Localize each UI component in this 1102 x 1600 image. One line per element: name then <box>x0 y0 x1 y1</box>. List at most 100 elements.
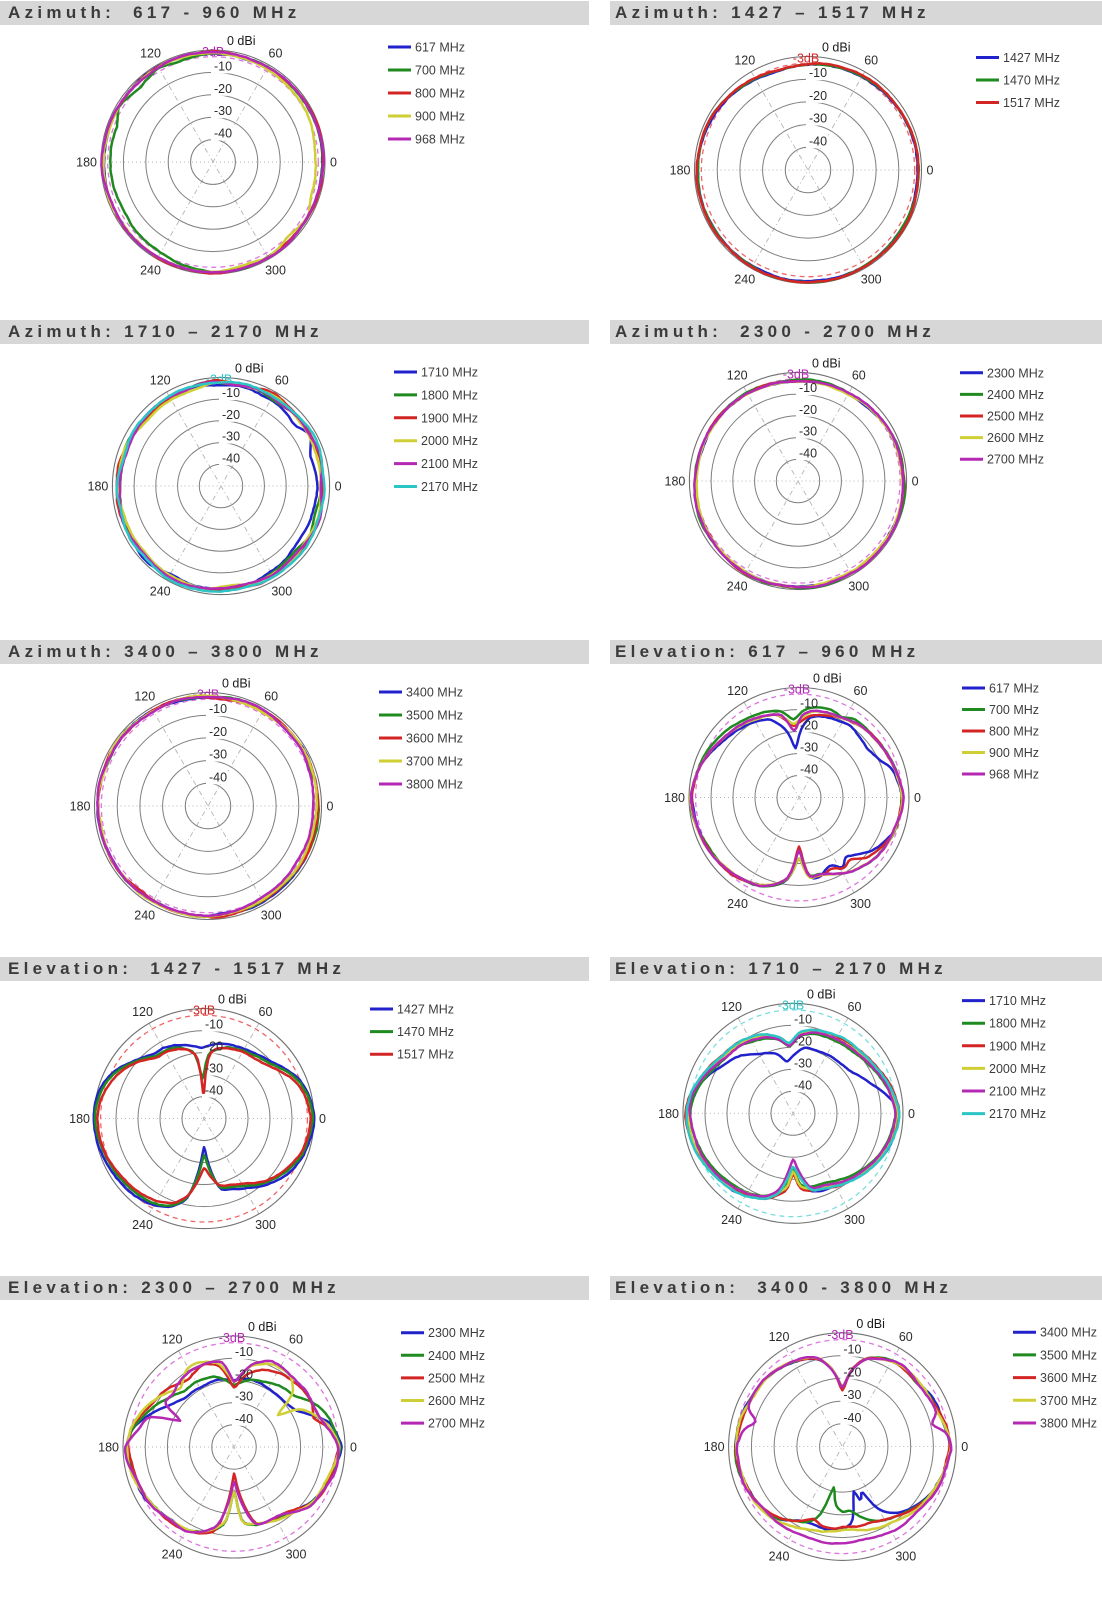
svg-text:-40: -40 <box>214 127 232 141</box>
svg-text:-40: -40 <box>222 451 240 465</box>
svg-text:-10: -10 <box>794 1012 812 1026</box>
svg-text:0: 0 <box>330 156 337 170</box>
svg-text:-3dB: -3dB <box>189 1004 215 1018</box>
svg-text:-30: -30 <box>799 425 817 439</box>
svg-text:180: 180 <box>658 1107 679 1121</box>
svg-text:-3dB: -3dB <box>793 52 819 66</box>
svg-text:0: 0 <box>961 1440 968 1454</box>
svg-text:1710 MHz: 1710 MHz <box>989 994 1046 1008</box>
svg-text:300: 300 <box>265 263 286 277</box>
svg-text:2400 MHz: 2400 MHz <box>987 388 1044 402</box>
svg-text:0 dBi: 0 dBi <box>248 1320 277 1334</box>
svg-text:120: 120 <box>140 47 161 61</box>
svg-text:-40: -40 <box>809 134 827 148</box>
svg-text:0 dBi: 0 dBi <box>856 1317 885 1331</box>
svg-text:300: 300 <box>861 273 882 287</box>
svg-text:-30: -30 <box>800 741 818 755</box>
svg-text:60: 60 <box>289 1333 303 1347</box>
svg-text:1427 MHz: 1427 MHz <box>397 1003 454 1017</box>
svg-text:180: 180 <box>704 1440 725 1454</box>
svg-text:-20: -20 <box>843 1365 861 1379</box>
svg-text:240: 240 <box>721 1213 742 1227</box>
svg-text:1427 MHz: 1427 MHz <box>1003 51 1060 65</box>
svg-text:60: 60 <box>264 689 278 703</box>
svg-text:0: 0 <box>914 791 921 805</box>
svg-text:-30: -30 <box>222 430 240 444</box>
svg-text:-3dB: -3dB <box>219 1331 245 1345</box>
svg-text:-10: -10 <box>799 381 817 395</box>
svg-text:0 dBi: 0 dBi <box>812 356 841 370</box>
svg-text:-10: -10 <box>843 1343 861 1357</box>
svg-text:120: 120 <box>134 689 155 703</box>
svg-text:180: 180 <box>70 800 91 814</box>
svg-text:2170 MHz: 2170 MHz <box>989 1107 1046 1121</box>
svg-text:-30: -30 <box>843 1388 861 1402</box>
svg-text:-10: -10 <box>800 697 818 711</box>
svg-text:3600 MHz: 3600 MHz <box>406 732 463 746</box>
svg-text:2000 MHz: 2000 MHz <box>989 1062 1046 1076</box>
svg-text:-20: -20 <box>799 403 817 417</box>
svg-text:700 MHz: 700 MHz <box>989 703 1039 717</box>
svg-text:180: 180 <box>76 156 97 170</box>
svg-text:700 MHz: 700 MHz <box>415 64 465 78</box>
svg-text:-3dB: -3dB <box>827 1328 853 1342</box>
svg-text:3600 MHz: 3600 MHz <box>1040 1371 1097 1385</box>
svg-text:-10: -10 <box>222 386 240 400</box>
svg-text:240: 240 <box>734 273 755 287</box>
svg-text:-30: -30 <box>214 104 232 118</box>
svg-text:617 MHz: 617 MHz <box>989 682 1039 696</box>
svg-text:300: 300 <box>848 579 869 593</box>
svg-text:2100 MHz: 2100 MHz <box>989 1085 1046 1099</box>
svg-text:0: 0 <box>912 475 919 489</box>
svg-text:1517 MHz: 1517 MHz <box>1003 96 1060 110</box>
svg-text:60: 60 <box>848 1000 862 1014</box>
svg-text:800 MHz: 800 MHz <box>989 725 1039 739</box>
svg-text:180: 180 <box>664 791 685 805</box>
svg-text:60: 60 <box>899 1330 913 1344</box>
svg-text:900 MHz: 900 MHz <box>415 110 465 124</box>
svg-text:-40: -40 <box>794 1078 812 1092</box>
svg-text:2600 MHz: 2600 MHz <box>428 1394 485 1408</box>
svg-text:0: 0 <box>327 800 334 814</box>
svg-text:2170 MHz: 2170 MHz <box>421 480 478 494</box>
svg-text:120: 120 <box>721 1000 742 1014</box>
svg-text:3400 MHz: 3400 MHz <box>1040 1326 1097 1340</box>
svg-text:300: 300 <box>261 909 282 923</box>
svg-text:180: 180 <box>670 164 691 178</box>
svg-text:240: 240 <box>132 1218 153 1232</box>
svg-text:180: 180 <box>69 1112 90 1126</box>
svg-text:3500 MHz: 3500 MHz <box>1040 1348 1097 1362</box>
svg-text:0: 0 <box>350 1441 357 1455</box>
svg-text:0 dBi: 0 dBi <box>227 34 256 48</box>
svg-text:3800 MHz: 3800 MHz <box>406 778 463 792</box>
svg-text:-30: -30 <box>205 1062 223 1076</box>
svg-text:3400 MHz: 3400 MHz <box>406 686 463 700</box>
svg-text:-20: -20 <box>809 89 827 103</box>
svg-text:2700 MHz: 2700 MHz <box>428 1417 485 1431</box>
svg-text:180: 180 <box>98 1441 119 1455</box>
svg-text:1900 MHz: 1900 MHz <box>421 411 478 425</box>
svg-text:1800 MHz: 1800 MHz <box>421 388 478 402</box>
svg-text:-30: -30 <box>794 1056 812 1070</box>
svg-text:-30: -30 <box>209 748 227 762</box>
svg-text:300: 300 <box>286 1547 307 1561</box>
svg-text:60: 60 <box>852 369 866 383</box>
svg-text:-30: -30 <box>235 1390 253 1404</box>
svg-text:60: 60 <box>275 374 289 388</box>
svg-text:60: 60 <box>259 1005 273 1019</box>
svg-text:2300 MHz: 2300 MHz <box>987 366 1044 380</box>
svg-text:0 dBi: 0 dBi <box>822 41 851 55</box>
svg-text:-20: -20 <box>800 719 818 733</box>
svg-text:2600 MHz: 2600 MHz <box>987 431 1044 445</box>
svg-text:3700 MHz: 3700 MHz <box>406 755 463 769</box>
svg-text:120: 120 <box>769 1330 790 1344</box>
svg-text:60: 60 <box>269 47 283 61</box>
svg-text:0 dBi: 0 dBi <box>813 672 842 686</box>
svg-text:-10: -10 <box>209 702 227 716</box>
svg-text:1517 MHz: 1517 MHz <box>397 1048 454 1062</box>
svg-text:240: 240 <box>769 1549 790 1563</box>
svg-text:-40: -40 <box>800 763 818 777</box>
svg-text:-40: -40 <box>799 446 817 460</box>
svg-text:0: 0 <box>335 480 342 494</box>
svg-text:300: 300 <box>850 897 871 911</box>
